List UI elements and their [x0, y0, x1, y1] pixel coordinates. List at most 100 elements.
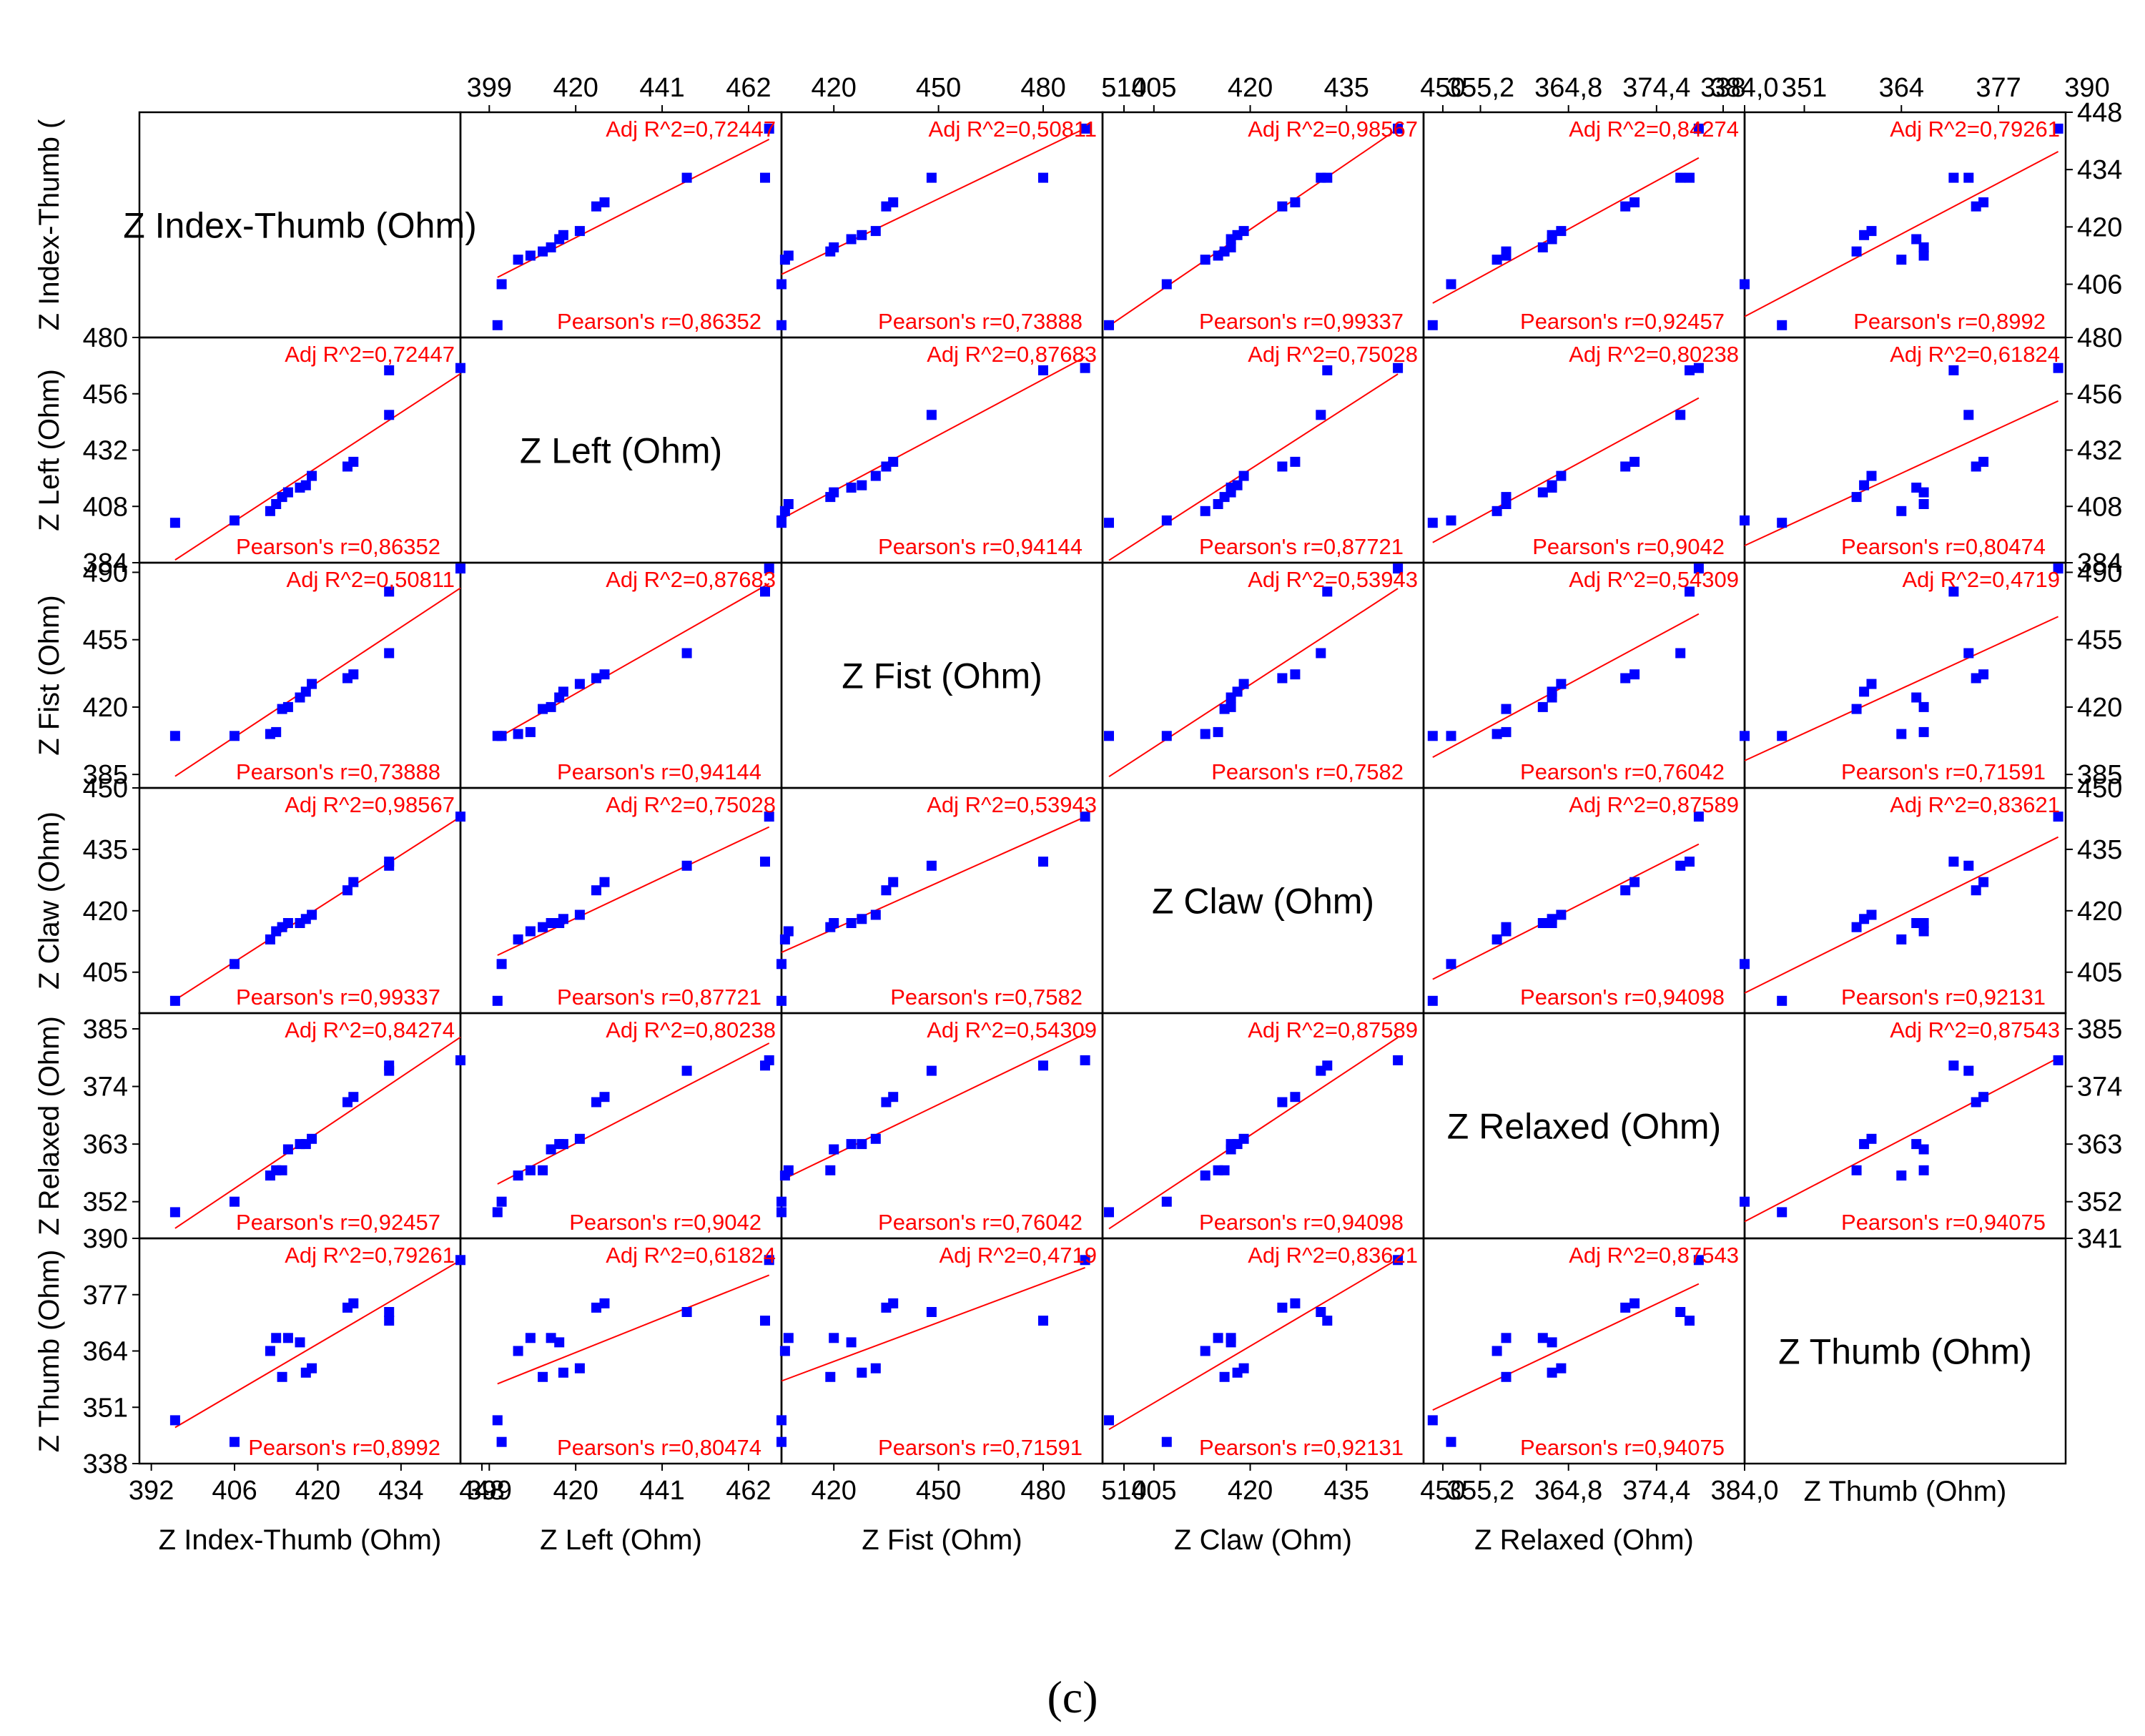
data-point — [1226, 701, 1236, 712]
left-tick-label: 405 — [83, 958, 128, 988]
data-point — [1322, 172, 1333, 183]
adj-r2-label: Adj R^2=0,87589 — [1569, 792, 1739, 817]
data-point — [783, 926, 794, 937]
data-point — [277, 1165, 287, 1175]
row-axis-title: Z Fist (Ohm) — [34, 595, 65, 755]
top-tick-label: 450 — [1420, 73, 1465, 103]
diagonal-label: Z Fist (Ohm) — [842, 656, 1042, 696]
top-tick-label: 435 — [1324, 73, 1369, 103]
left-tick-label: 490 — [83, 558, 128, 588]
data-point — [558, 686, 568, 697]
left-tick-label: 385 — [83, 760, 128, 790]
data-point — [1777, 1207, 1788, 1218]
data-point — [1446, 279, 1456, 290]
data-point — [1675, 172, 1686, 183]
top-tick-label: 390 — [2064, 73, 2109, 103]
data-point — [1918, 1165, 1929, 1175]
data-point — [384, 365, 395, 375]
pearson-r-label: Pearson's r=0,73888 — [236, 759, 440, 784]
adj-r2-label: Adj R^2=0,83621 — [1248, 1243, 1418, 1268]
data-point — [2053, 563, 2063, 574]
data-point — [1777, 995, 1788, 1006]
right-tick-label: 490 — [2077, 558, 2122, 588]
data-point — [1427, 1415, 1438, 1426]
data-point — [169, 731, 180, 741]
left-tick-label: 408 — [83, 492, 128, 522]
data-point — [1219, 1165, 1230, 1175]
data-point — [776, 1415, 786, 1426]
data-point — [1316, 410, 1326, 420]
data-point — [1080, 812, 1090, 822]
fit-line — [174, 1036, 461, 1229]
fit-line — [1432, 397, 1700, 543]
data-point — [881, 885, 892, 896]
data-point — [888, 1092, 899, 1103]
data-point — [1978, 669, 1989, 680]
data-point — [2053, 1055, 2063, 1065]
top-tick-label: 364,8 — [1534, 73, 1602, 103]
data-point — [1547, 914, 1557, 924]
data-point — [681, 860, 692, 871]
data-point — [384, 648, 395, 659]
right-tick-label: 450 — [2077, 774, 2122, 804]
data-point — [384, 857, 395, 867]
data-point — [1232, 686, 1243, 697]
data-point — [271, 1333, 282, 1343]
data-point — [1740, 1196, 1750, 1207]
data-point — [591, 673, 601, 684]
data-point — [230, 731, 240, 741]
data-point — [591, 1302, 601, 1313]
data-point — [1277, 673, 1288, 684]
data-point — [776, 279, 786, 290]
data-point — [779, 934, 790, 945]
pearson-r-label: Pearson's r=0,94075 — [1520, 1435, 1725, 1460]
data-point — [169, 1415, 180, 1426]
data-point — [1501, 726, 1512, 737]
data-point — [1740, 959, 1750, 970]
data-point — [829, 1144, 839, 1155]
pearson-r-label: Pearson's r=0,7582 — [890, 985, 1083, 1010]
data-point — [538, 1371, 548, 1382]
panel-frame-r3-c5 — [1743, 786, 2067, 1015]
top-tick-label: 480 — [1020, 73, 1065, 103]
top-tick-label: 355,2 — [1446, 73, 1514, 103]
data-point — [1322, 1316, 1333, 1326]
data-point — [282, 701, 293, 712]
data-point — [783, 1333, 794, 1343]
diagonal-label: Z Left (Ohm) — [520, 431, 722, 471]
data-point — [1629, 877, 1640, 887]
data-point — [1629, 197, 1640, 207]
data-point — [1491, 934, 1502, 945]
data-point — [496, 279, 507, 290]
right-tick-label: 480 — [2077, 323, 2122, 353]
bottom-tick-label: 448 — [459, 1476, 504, 1506]
data-point — [546, 242, 556, 252]
pearson-r-label: Pearson's r=0,9042 — [1532, 534, 1725, 559]
pearson-r-label: Pearson's r=0,73888 — [878, 309, 1083, 334]
panel-frame-r1-c3 — [1101, 336, 1425, 564]
data-point — [764, 812, 774, 822]
data-point — [599, 1298, 610, 1308]
data-point — [342, 885, 352, 896]
diagonal-label: Z Relaxed (Ohm) — [1447, 1107, 1721, 1147]
data-point — [1859, 480, 1870, 490]
data-point — [1491, 1346, 1502, 1356]
data-point — [1620, 461, 1631, 472]
fit-line — [1108, 588, 1399, 778]
data-point — [857, 480, 867, 490]
pearson-r-label: Pearson's r=0,71591 — [1841, 759, 2046, 784]
bottom-tick-label: 420 — [295, 1476, 340, 1506]
panel-frame-r0-c3 — [1101, 111, 1425, 339]
data-point — [513, 934, 523, 945]
data-point — [1547, 480, 1557, 490]
data-point — [776, 995, 786, 1006]
data-point — [1200, 1346, 1210, 1356]
bottom-tick-label: 510 — [1101, 1476, 1146, 1506]
data-point — [1393, 363, 1404, 373]
data-point — [282, 1333, 293, 1343]
bottom-tick-label: 450 — [1420, 1476, 1465, 1506]
data-point — [1963, 648, 1974, 659]
right-tick-label: 406 — [2077, 270, 2122, 300]
data-point — [1777, 320, 1788, 330]
data-point — [1547, 1337, 1557, 1348]
